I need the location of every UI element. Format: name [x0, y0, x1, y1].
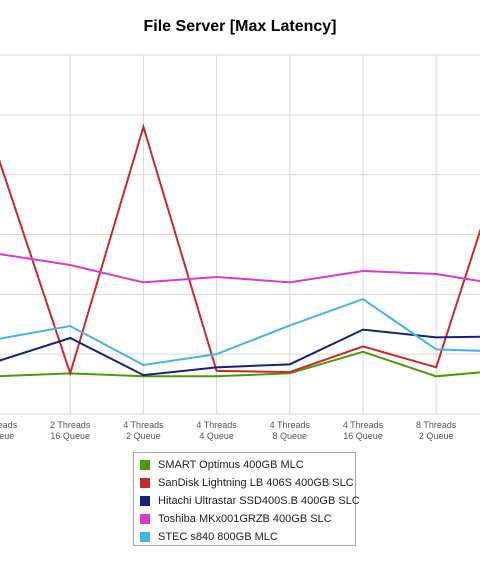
legend-item: Hitachi Ultrastar SSD400S.B 400GB SLC	[140, 492, 360, 510]
legend-swatch	[140, 478, 150, 488]
x-tick-label: 4 Threads 16 Queue	[343, 420, 384, 441]
series-line	[0, 328, 480, 377]
legend-item: SanDisk Lightning LB 406S 400GB SLC	[140, 474, 354, 492]
legend-label: STEC s840 800GB MLC	[158, 531, 278, 543]
legend-label: SMART Optimus 400GB MLC	[158, 459, 304, 471]
series-line	[0, 123, 480, 377]
legend-swatch	[140, 514, 150, 524]
legend-label: Toshiba MKx001GRZB 400GB SLC	[158, 513, 332, 525]
legend-item: SMART Optimus 400GB MLC	[140, 456, 349, 474]
series-line	[0, 253, 480, 284]
legend-swatch	[140, 460, 150, 470]
legend-label: SanDisk Lightning LB 406S 400GB SLC	[158, 477, 354, 489]
x-tick-label: 4 Threads 4 Queue	[196, 420, 237, 441]
legend: SMART Optimus 400GB MLC SanDisk Lightning…	[133, 452, 360, 546]
x-tick-label: 2 Threads 16 Queue	[50, 420, 91, 441]
series-line	[0, 298, 480, 366]
legend-swatch	[140, 532, 150, 542]
chart-title: File Server [Max Latency]	[143, 18, 337, 35]
legend-item: Toshiba MKx001GRZB 400GB SLC	[140, 510, 349, 528]
legend-label: Hitachi Ultrastar SSD400S.B 400GB SLC	[158, 495, 360, 507]
x-tick-label: 4 Threads 8 Queue	[270, 420, 311, 441]
legend-item: STEC s840 800GB MLC	[140, 528, 349, 546]
x-tick-label: 4 Threads 2 Queue	[123, 420, 164, 441]
series-line	[0, 350, 480, 378]
grid-lines	[0, 54, 480, 415]
x-tick-label: 8 Threads 2 Queue	[416, 420, 457, 441]
legend-swatch	[140, 496, 150, 506]
series-lines	[0, 123, 480, 378]
